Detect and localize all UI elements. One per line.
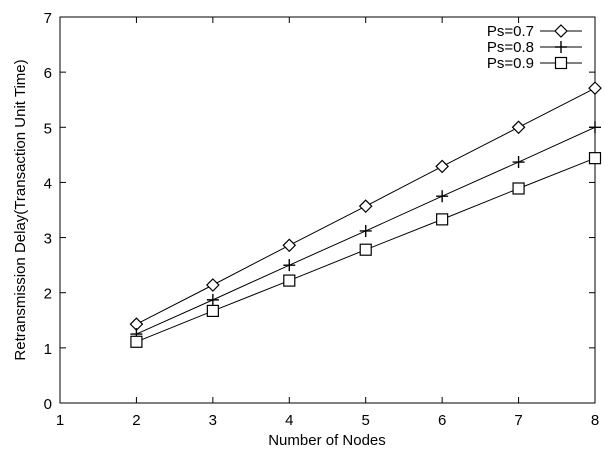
data-point-diamond [588,81,602,95]
y-tick-label: 1 [44,341,52,358]
y-tick-label: 6 [44,65,52,82]
data-point-square [512,182,525,195]
data-point-diamond [358,199,373,213]
data-point-plus [436,190,449,203]
y-tick-label: 2 [44,286,52,303]
data-point-square [588,152,602,165]
data-point-plus [589,121,601,134]
data-point-plus [206,293,219,306]
series-group [129,81,602,348]
data-point-square [436,213,449,226]
x-tick-label: 8 [591,412,599,429]
y-tick-label: 3 [44,231,52,248]
y-tick-label: 7 [44,10,52,27]
legend-marker-plus [555,41,567,53]
data-point-diamond [435,159,449,174]
x-tick-label: 5 [362,412,370,429]
legend-marker-square [554,56,568,70]
data-point-square [130,335,143,348]
x-tick-label: 6 [438,412,446,429]
x-tick-label: 7 [514,412,522,429]
legend-marker-diamond [554,24,568,38]
legend-label: Ps=0.9 [487,55,534,72]
x-tick-label: 3 [209,412,217,429]
y-tick-label: 0 [44,396,52,413]
data-point-diamond [282,238,297,253]
x-tick-label: 1 [56,412,64,429]
y-tick-label: 4 [44,175,52,192]
data-point-plus [359,224,372,237]
x-tick-label: 2 [132,412,140,429]
data-point-diamond [206,278,220,292]
x-tick-label: 4 [285,412,293,429]
data-point-plus [283,259,296,272]
plot-area [59,16,596,404]
legend-label: Ps=0.8 [487,39,534,56]
data-point-square [283,274,296,287]
y-tick-label: 5 [44,120,52,137]
legend: Ps=0.7Ps=0.8Ps=0.9 [487,23,582,72]
y-axis-title: Retransmission Delay(Transaction Unit Ti… [12,59,29,360]
data-point-plus [512,156,525,169]
x-axis-title: Number of Nodes [268,432,386,449]
legend-label: Ps=0.7 [487,23,534,40]
data-point-square [359,243,372,256]
data-point-diamond [511,120,526,135]
data-point-square [206,304,219,318]
